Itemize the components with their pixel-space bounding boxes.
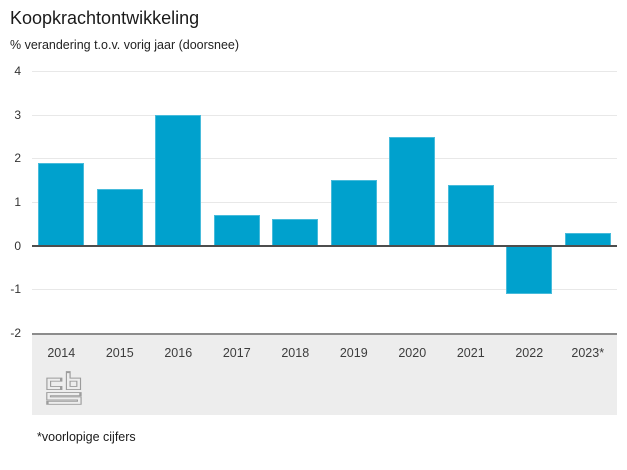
bar-2023[interactable] (564, 232, 611, 246)
x-tick-label: 2018 (281, 346, 310, 360)
gridline (32, 115, 617, 116)
bar-2021[interactable] (447, 184, 494, 246)
x-tick-label: 2021 (456, 346, 485, 360)
bar-2017[interactable] (213, 215, 260, 246)
bar-2022[interactable] (506, 245, 553, 294)
bar-2015[interactable] (96, 188, 143, 246)
chart-title: Koopkrachtontwikkeling (10, 8, 200, 28)
y-tick-label: -1 (10, 282, 21, 297)
bar-2014[interactable] (38, 162, 85, 246)
footnote: *voorlopige cijfers (37, 430, 136, 444)
x-axis-band: 2014 2015 2016 2017 2018 2019 2020 2021 2022 2023… (32, 333, 617, 415)
x-tick-label: 2020 (398, 346, 427, 360)
x-tick-label: 2017 (222, 346, 251, 360)
zero-line (32, 244, 617, 247)
x-tick-label: 2015 (105, 346, 134, 360)
y-tick-label: 3 (14, 107, 21, 122)
y-tick-label: 4 (14, 64, 21, 78)
x-tick-label: 2022 (515, 346, 544, 360)
bar-2020[interactable] (389, 136, 436, 246)
y-tick-label: 2 (14, 151, 21, 166)
gridline (32, 158, 617, 159)
x-tick-label: 2019 (339, 346, 368, 360)
y-tick-label: -2 (10, 326, 21, 340)
gridline (32, 289, 617, 290)
x-tick-label: 2014 (47, 346, 76, 360)
gridline (32, 71, 617, 72)
bar-2019[interactable] (330, 180, 377, 246)
cbs-logo-icon (46, 371, 82, 405)
plot-area (32, 71, 617, 333)
y-tick-label: 0 (14, 238, 21, 253)
x-tick-label: 2023* (571, 346, 605, 360)
bar-2016[interactable] (155, 114, 202, 246)
gridline (32, 202, 617, 203)
bar-2018[interactable] (272, 219, 319, 246)
chart-subtitle: % verandering t.o.v. vorig jaar (doorsne… (10, 38, 240, 52)
y-axis-labels: 4 3 2 1 0 -1 -2 (0, 64, 21, 340)
y-tick-label: 1 (14, 195, 21, 209)
x-tick-label: 2016 (164, 346, 193, 360)
